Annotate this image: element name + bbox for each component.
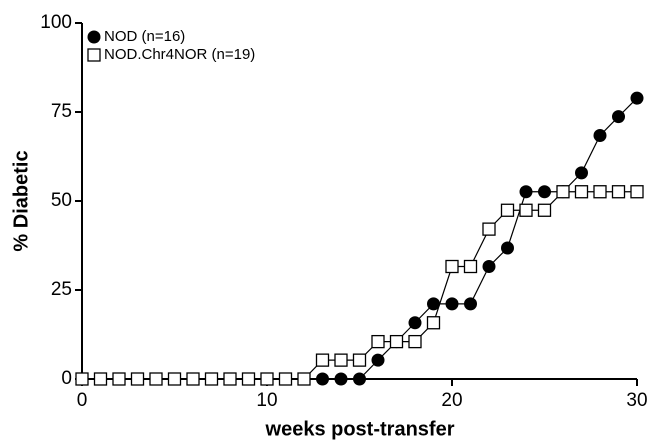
square-marker [130, 372, 145, 386]
x-tick-label: 30 [626, 390, 647, 411]
square-marker [593, 185, 607, 199]
y-tick-label: 0 [61, 368, 72, 389]
square-marker [445, 259, 459, 274]
square-marker [408, 334, 422, 349]
x-tick-label: 20 [441, 390, 462, 411]
legend-marker [87, 48, 101, 62]
circle-marker [593, 128, 607, 142]
y-tick-label: 50 [51, 190, 72, 211]
circle-marker [371, 353, 385, 367]
square-marker [112, 372, 126, 386]
x-tick-label: 10 [256, 390, 277, 411]
circle-marker [538, 185, 551, 199]
square-marker [463, 259, 478, 274]
square-marker [482, 222, 496, 236]
circle-marker [408, 316, 422, 330]
square-marker [630, 185, 644, 199]
circle-marker [482, 260, 496, 274]
square-marker [574, 185, 589, 199]
square-marker [93, 372, 108, 386]
x-tick-label: 0 [77, 390, 88, 411]
square-marker [75, 372, 89, 386]
square-marker [334, 353, 348, 367]
square-marker [223, 372, 237, 386]
square-marker [371, 334, 385, 349]
circle-marker [427, 297, 440, 311]
square-marker [241, 372, 256, 386]
square-marker [167, 372, 182, 386]
circle-marker [445, 297, 459, 311]
square-marker [611, 185, 626, 199]
square-marker [149, 372, 163, 386]
square-marker [500, 203, 515, 217]
legend-marker [87, 30, 101, 44]
square-marker [352, 353, 367, 367]
circle-marker [353, 372, 366, 386]
square-marker [297, 372, 311, 386]
square-marker [204, 372, 219, 386]
square-marker [315, 353, 330, 367]
circle-marker [612, 110, 625, 124]
square-marker [519, 203, 533, 217]
circle-marker [630, 91, 644, 105]
y-tick-label: 75 [51, 101, 72, 122]
square-marker [186, 372, 200, 386]
square-marker [260, 372, 274, 386]
square-marker [556, 185, 570, 199]
legend-label: NOD.Chr4NOR (n=19) [104, 46, 255, 63]
y-axis-title: % Diabetic [10, 150, 32, 251]
circle-marker [575, 166, 588, 180]
square-marker [389, 334, 404, 349]
circle-marker [334, 372, 348, 386]
x-axis-title: weeks post-transfer [265, 418, 455, 440]
legend-label: NOD (n=16) [104, 28, 185, 45]
circle-marker [316, 372, 329, 386]
square-marker [278, 372, 293, 386]
square-marker [426, 316, 441, 330]
square-marker [537, 203, 552, 217]
series-line [82, 97, 638, 380]
circle-marker [519, 185, 533, 199]
circle-marker [501, 241, 514, 255]
y-tick-label: 25 [51, 279, 72, 300]
y-tick-label: 100 [40, 12, 72, 33]
circle-marker [464, 297, 477, 311]
series-line [82, 191, 637, 380]
